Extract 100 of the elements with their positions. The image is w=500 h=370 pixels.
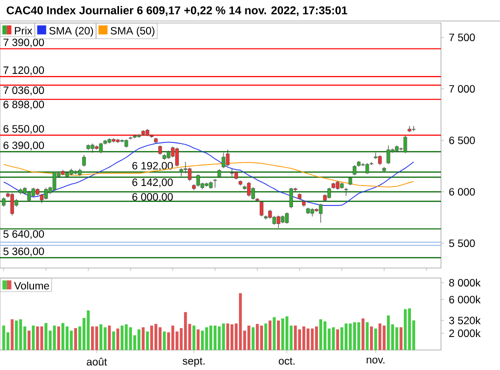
bar	[205, 327, 208, 350]
ref-line-label: 6 550,00	[4, 125, 44, 134]
bar	[154, 324, 158, 350]
candlestick	[276, 215, 280, 228]
bar	[91, 326, 94, 350]
bar	[315, 326, 318, 350]
ref-line-label: 5 360,00	[3, 248, 44, 256]
candlestick	[222, 152, 226, 168]
x-tick-label: août	[86, 358, 107, 366]
ref-line-label: 6 192,00	[132, 162, 173, 171]
y-tick-label: 6 000	[449, 188, 475, 196]
y-tick-label: 6 500	[449, 136, 475, 144]
bar	[285, 316, 288, 350]
candlestick	[386, 145, 390, 164]
candlestick	[327, 187, 331, 199]
bar	[28, 330, 30, 350]
bar	[14, 320, 18, 350]
bar	[302, 326, 306, 350]
bar	[36, 326, 39, 350]
x-tick-label: nov.	[366, 358, 384, 364]
candlestick	[352, 164, 356, 176]
bar	[120, 326, 124, 350]
bar	[374, 328, 378, 350]
legend-label: SMA (20)	[49, 26, 94, 37]
bar	[370, 326, 373, 350]
candlestick	[175, 147, 179, 167]
bar	[348, 323, 352, 350]
bar	[400, 327, 402, 350]
bar	[324, 321, 326, 350]
y-tick-label: 8 000k	[449, 278, 481, 287]
bar	[138, 329, 140, 350]
bar	[222, 323, 225, 350]
y-tick-label: 7 000	[449, 85, 475, 93]
bar	[408, 308, 411, 350]
bar	[70, 330, 73, 350]
x-tick-label: oct.	[278, 358, 295, 365]
candlestick	[230, 168, 234, 177]
bar	[184, 312, 187, 350]
bar	[61, 323, 64, 350]
bar	[256, 324, 259, 350]
candlestick	[158, 145, 162, 156]
y-tick-label: 7 500	[449, 34, 475, 42]
candlestick	[44, 187, 48, 200]
bar	[344, 323, 348, 350]
bar	[196, 329, 200, 350]
ref-line-label: 7 036,00	[4, 86, 44, 96]
candlestick	[365, 162, 370, 174]
bar	[353, 322, 356, 350]
candlestick	[213, 178, 217, 188]
y-tick-label: 5 500	[449, 240, 475, 248]
ref-line-label: 5 640,00	[3, 230, 44, 239]
ref-line-label: 6 000,00	[132, 193, 173, 202]
bar	[192, 326, 196, 350]
legend-label: SMA (50)	[110, 26, 154, 37]
bar	[44, 323, 48, 350]
y-tick-label: 6 000k	[449, 296, 481, 304]
bar	[214, 326, 216, 350]
candlestick	[52, 170, 56, 192]
chart-title: CAC40 Index Journalier 6 609,17 +0,22 % 14 nov. 2022, 17:35:01	[6, 6, 348, 16]
candlestick	[82, 154, 86, 167]
bar	[108, 326, 111, 350]
candlestick	[90, 143, 94, 154]
y-tick-label: 2 000k	[449, 329, 481, 338]
bar	[306, 328, 310, 350]
bar	[200, 330, 204, 350]
bar	[57, 326, 60, 350]
bar	[298, 329, 302, 350]
candlestick	[27, 190, 31, 202]
bar	[268, 320, 272, 350]
bar	[116, 328, 120, 350]
candlestick	[2, 197, 6, 208]
bar	[74, 328, 77, 350]
bar	[99, 324, 102, 350]
ref-line-label: 7 390,00	[4, 38, 44, 48]
bar	[129, 327, 132, 350]
bar	[277, 320, 280, 350]
candlestick	[31, 187, 36, 198]
bar	[395, 327, 398, 350]
bar	[230, 324, 234, 350]
candlestick	[99, 142, 103, 154]
bar	[340, 327, 344, 350]
ref-line-label: 6 898,00	[4, 100, 44, 110]
candlestick	[260, 200, 264, 217]
bar	[336, 329, 340, 350]
bar	[294, 326, 297, 350]
bar	[382, 326, 386, 350]
candlestick	[285, 212, 289, 224]
bar	[362, 318, 364, 350]
candlestick	[403, 135, 408, 154]
candlestick	[318, 203, 323, 224]
ref-line-label: 6 390,00	[4, 142, 44, 150]
ref-line-label: 6 142,00	[132, 178, 173, 188]
bar	[378, 323, 382, 350]
legend-label: Prix	[14, 26, 32, 34]
bar	[150, 326, 154, 350]
bar	[247, 326, 250, 350]
x-tick-label: sept.	[182, 358, 204, 367]
bar	[66, 326, 69, 350]
bar	[238, 293, 242, 350]
bar	[52, 326, 56, 350]
